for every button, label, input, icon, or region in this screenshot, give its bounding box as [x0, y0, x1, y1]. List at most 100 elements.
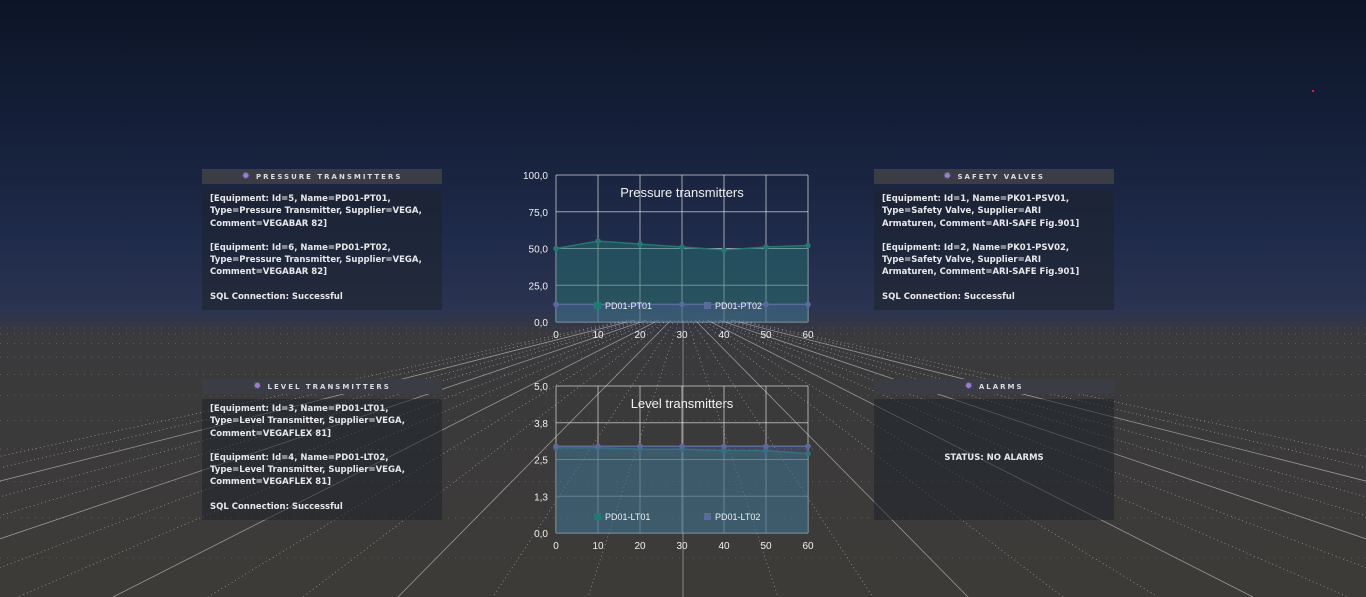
alarms-header: ✹ ALARMS [874, 379, 1114, 394]
data-point [637, 241, 643, 247]
pressure-transmitters-panel: ✹ PRESSURE TRANSMITTERS [Equipment: Id=5… [202, 169, 442, 310]
x-tick-label: 40 [718, 541, 730, 552]
series-area [556, 241, 808, 322]
x-tick-label: 20 [634, 541, 646, 552]
data-point [805, 450, 811, 457]
legend-swatch [594, 302, 601, 309]
x-tick-label: 10 [592, 330, 604, 341]
grid-line [694, 319, 969, 597]
equipment-entry: [Equipment: Id=3, Name=PD01-LT01, Type=L… [210, 404, 405, 439]
pressure-transmitters-header: ✹ PRESSURE TRANSMITTERS [202, 169, 442, 184]
equipment-entry: [Equipment: Id=6, Name=PD01-PT02, Type=P… [210, 242, 422, 278]
grid-line [718, 319, 1366, 540]
data-point [721, 443, 727, 450]
series-area [556, 447, 808, 533]
y-tick-label: 75,0 [529, 208, 549, 219]
data-point [679, 443, 685, 450]
data-point [763, 447, 769, 454]
safety-valves-body: [Equipment: Id=1, Name=PK01-PSV01, Type=… [874, 189, 1114, 310]
level-transmitters-title: LEVEL TRANSMITTERS [267, 382, 391, 391]
x-tick-label: 20 [634, 330, 646, 341]
y-tick-label: 25,0 [529, 281, 549, 292]
level-transmitters-header: ✹ LEVEL TRANSMITTERS [202, 379, 442, 394]
y-tick-label: 0,0 [534, 529, 548, 540]
equipment-entry: [Equipment: Id=5, Name=PD01-PT01, Type=P… [210, 194, 422, 229]
legend-label: PD01-PT02 [715, 301, 762, 311]
data-point [805, 443, 811, 450]
equipment-entry: [Equipment: Id=4, Name=PD01-LT02, Type=L… [210, 452, 405, 488]
gear-icon: ✹ [943, 171, 952, 182]
x-tick-label: 50 [760, 330, 772, 341]
series-area [556, 446, 808, 533]
legend-swatch [704, 513, 711, 520]
chart-title: Level transmitters [631, 396, 734, 411]
gear-icon: ✹ [964, 381, 973, 392]
pressure-transmitters-body: [Equipment: Id=5, Name=PD01-PT01, Type=P… [202, 189, 442, 310]
grid-line [492, 319, 676, 597]
safety-valves-panel: ✹ SAFETY VALVES [Equipment: Id=1, Name=P… [874, 169, 1114, 310]
level-transmitters-panel: ✹ LEVEL TRANSMITTERS [Equipment: Id=3, N… [202, 379, 442, 520]
alarms-body: STATUS: NO ALARMS [874, 399, 1114, 520]
safety-valves-title: SAFETY VALVES [957, 172, 1045, 181]
grid-line [0, 319, 636, 482]
series-area [556, 304, 808, 322]
equipment-entry: [Equipment: Id=1, Name=PK01-PSV01, Type=… [882, 194, 1080, 229]
grid-line [702, 319, 1159, 597]
x-tick-label: 10 [592, 541, 604, 552]
pressure-transmitters-title: PRESSURE TRANSMITTERS [256, 172, 403, 181]
y-tick-label: 2,5 [534, 456, 548, 467]
x-tick-label: 50 [760, 541, 772, 552]
safety-valves-header: ✹ SAFETY VALVES [874, 169, 1114, 184]
alarm-status: STATUS: NO ALARMS [944, 453, 1044, 464]
gear-icon: ✹ [253, 381, 262, 392]
data-point [637, 301, 643, 308]
alarms-title: ALARMS [978, 382, 1024, 391]
alarms-panel: ✹ ALARMS STATUS: NO ALARMS [874, 379, 1114, 520]
data-point [637, 443, 643, 450]
x-tick-label: 30 [676, 330, 688, 341]
grid-line [397, 319, 672, 597]
sql-status: SQL Connection: Successful [882, 291, 1015, 302]
data-point [721, 301, 727, 308]
pressure-chart: 0,0 25,0 50,0 75,0 100,0 0 10 20 30 40 50 60 Pressur… [523, 171, 814, 341]
legend-label: PD01-LT01 [605, 512, 650, 522]
data-point [721, 447, 727, 454]
grid-line [690, 319, 874, 597]
indicator-dot [1312, 90, 1314, 92]
y-tick-label: 1,3 [534, 492, 548, 503]
legend-swatch [704, 302, 711, 309]
grid-line [730, 319, 1366, 482]
gear-icon: ✹ [241, 171, 251, 182]
data-point [553, 443, 559, 450]
y-tick-label: 50,0 [529, 245, 549, 256]
x-tick-label: 60 [802, 541, 814, 552]
data-point [595, 443, 601, 450]
data-point [763, 301, 769, 308]
legend-label: PD01-PT01 [605, 301, 652, 311]
legend-label: PD01-LT02 [715, 512, 760, 522]
level-transmitters-body: [Equipment: Id=3, Name=PD01-LT01, Type=L… [202, 399, 442, 520]
data-point [553, 301, 559, 308]
level-chart: 0,0 1,3 2,5 3,8 5,0 0 10 20 30 40 50 60 Level transm… [534, 382, 814, 552]
x-tick-label: 60 [802, 330, 814, 341]
sql-status: SQL Connection: Successful [210, 501, 343, 512]
x-tick-label: 0 [553, 330, 559, 341]
y-tick-label: 3,8 [534, 419, 548, 430]
legend-swatch [594, 513, 601, 520]
data-point [679, 301, 685, 308]
data-point [553, 245, 559, 252]
x-tick-label: 30 [676, 541, 688, 552]
chart-title: Pressure transmitters [620, 185, 744, 200]
data-point [721, 247, 727, 253]
y-tick-label: 5,0 [534, 382, 548, 393]
data-point [763, 244, 769, 250]
equipment-entry: [Equipment: Id=2, Name=PK01-PSV02, Type=… [882, 242, 1080, 278]
y-tick-label: 0,0 [534, 318, 548, 329]
y-tick-label: 100,0 [523, 171, 548, 182]
data-point [763, 443, 769, 450]
grid-line [587, 319, 680, 597]
data-point [595, 238, 601, 244]
grid-line [302, 319, 668, 597]
sql-status: SQL Connection: Successful [210, 291, 343, 302]
data-point [679, 244, 685, 250]
